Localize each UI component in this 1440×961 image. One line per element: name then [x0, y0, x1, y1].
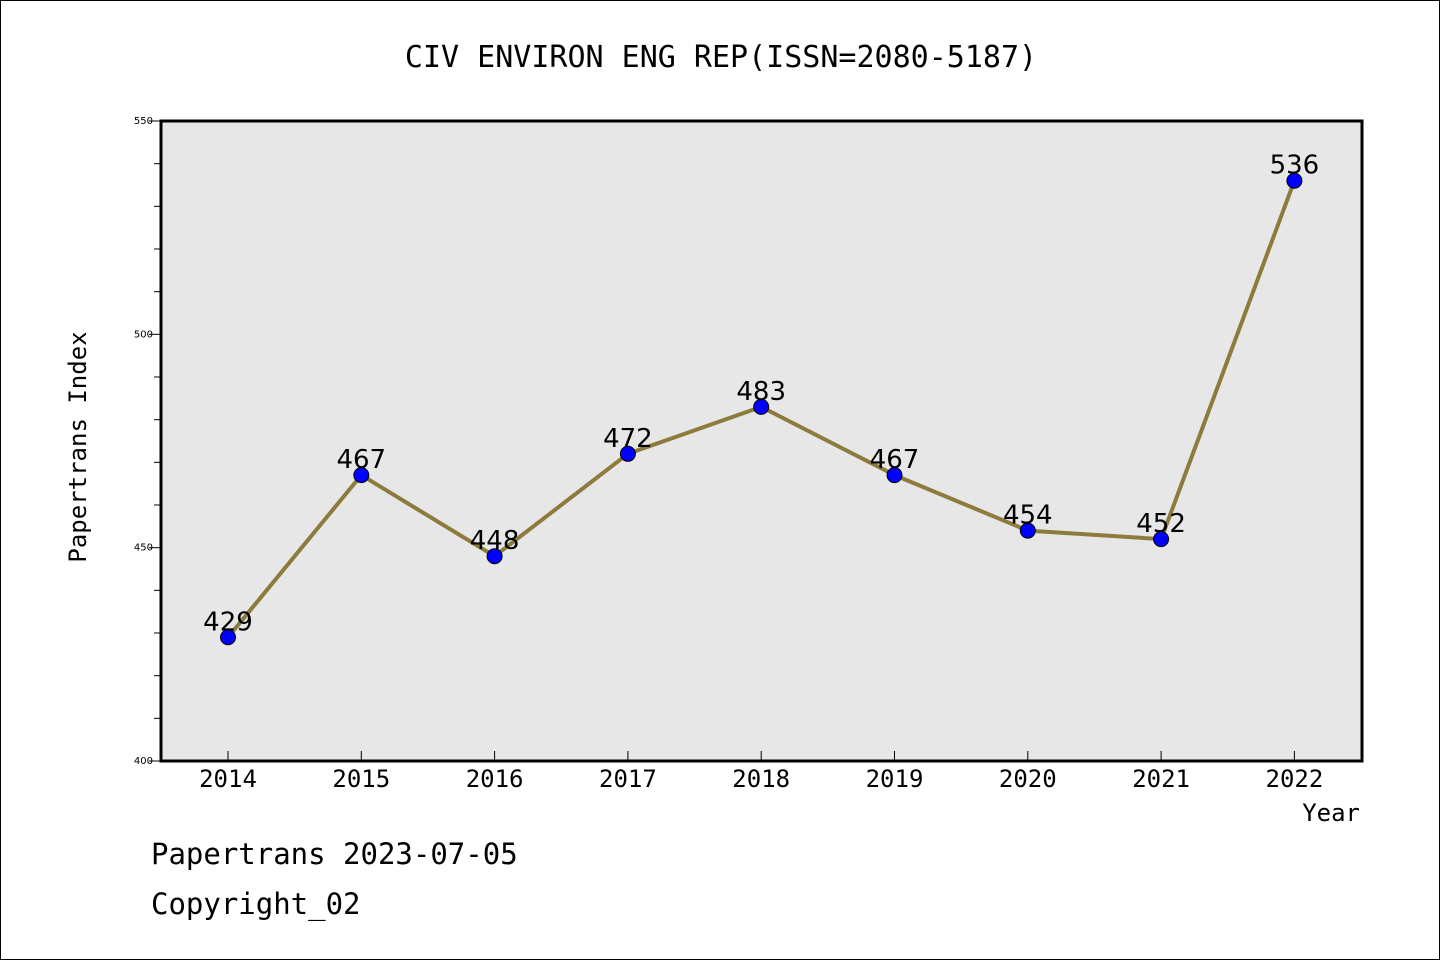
data-point — [1286, 172, 1303, 189]
data-point — [753, 398, 770, 415]
data-label: 429 — [203, 607, 253, 637]
x-tick-label: 2021 — [1132, 765, 1190, 793]
y-tick-label: 550 — [134, 116, 153, 127]
x-axis-ticks: 2014 2015 2016 2017 2018 2019 2020 2021 2022 — [199, 751, 1323, 793]
data-label: 452 — [1136, 509, 1186, 539]
data-label: 454 — [1003, 501, 1053, 531]
x-tick-label: 2022 — [1266, 765, 1324, 793]
data-point — [353, 467, 370, 484]
x-axis-label: Year — [1302, 799, 1360, 827]
x-tick-label: 2020 — [999, 765, 1057, 793]
data-point — [886, 467, 903, 484]
y-tick-label: 400 — [134, 756, 153, 767]
data-points — [220, 172, 1303, 646]
data-labels: 429 467 448 472 483 467 454 452 536 — [203, 151, 1319, 638]
x-tick-label: 2014 — [199, 765, 257, 793]
x-tick-label: 2015 — [332, 765, 390, 793]
y-axis-label: Papertrans Index — [64, 331, 92, 562]
chart-title: CIV ENVIRON ENG REP(ISSN=2080-5187) — [405, 40, 1037, 75]
data-point — [1153, 531, 1170, 548]
data-label: 472 — [603, 424, 653, 454]
data-point — [1019, 522, 1036, 539]
footer-date: Papertrans 2023-07-05 — [151, 837, 518, 871]
y-axis-ticks: 400 450 500 550 — [134, 116, 161, 767]
x-tick-label: 2016 — [466, 765, 524, 793]
x-tick-label: 2019 — [866, 765, 924, 793]
data-label: 536 — [1270, 151, 1320, 181]
plot-area — [161, 121, 1362, 761]
x-tick-label: 2017 — [599, 765, 657, 793]
data-point — [486, 548, 503, 565]
data-label: 483 — [736, 377, 786, 407]
y-tick-label: 450 — [134, 543, 153, 554]
data-label: 448 — [470, 526, 520, 556]
footer-copyright: Copyright_02 — [151, 887, 361, 921]
x-tick-label: 2018 — [732, 765, 790, 793]
data-point — [220, 629, 236, 646]
data-label: 467 — [870, 445, 920, 475]
data-label: 467 — [336, 445, 386, 475]
plot-frame — [159, 119, 1364, 763]
y-tick-label: 500 — [134, 329, 153, 340]
data-point — [619, 445, 636, 462]
